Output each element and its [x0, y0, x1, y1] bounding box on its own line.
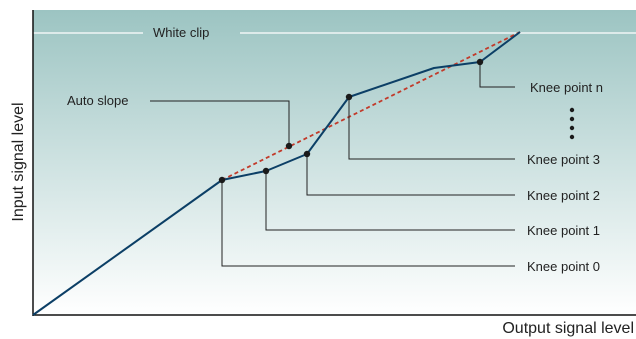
leader-knee-3: [348, 97, 515, 160]
y-axis-label: Input signal level: [10, 102, 27, 221]
vertical-ellipsis: [569, 107, 575, 140]
leader-auto-slope: [150, 100, 290, 146]
auto-slope-label: Auto slope: [67, 93, 128, 108]
knee-point-0-marker: [218, 176, 226, 184]
leader-knee-n: [479, 62, 515, 88]
knee-point-3-marker: [345, 93, 353, 101]
leader-knee-0: [221, 180, 515, 267]
white-clip-label: White clip: [153, 25, 209, 40]
leader-knee-1: [265, 171, 515, 231]
knee-point-1-label: Knee point 1: [527, 223, 600, 238]
leader-knee-2: [306, 154, 515, 196]
x-axis-label: Output signal level: [502, 320, 634, 337]
knee-point-1-marker: [262, 167, 270, 175]
knee-point-3-label: Knee point 3: [527, 152, 600, 167]
knee-point-0-label: Knee point 0: [527, 259, 600, 274]
knee-point-n-label: Knee point n: [530, 80, 603, 95]
knee-point-2-marker: [303, 150, 311, 158]
knee-curve: [32, 31, 521, 316]
knee-point-2-label: Knee point 2: [527, 188, 600, 203]
auto-slope-point: [285, 142, 293, 150]
leader-lines: [150, 62, 515, 267]
plot-background: [33, 10, 636, 315]
knee-point-n-marker: [476, 58, 484, 66]
